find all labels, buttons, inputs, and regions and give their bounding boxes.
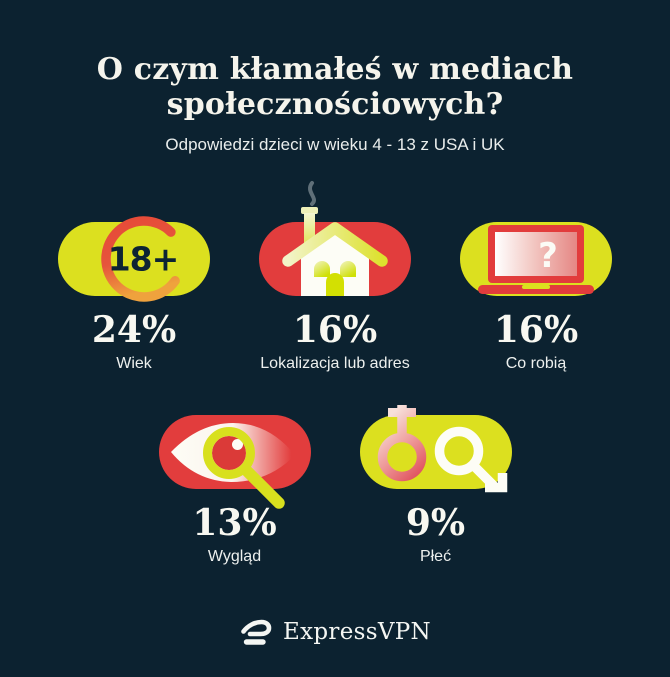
stat-label: Lokalizacja lub adres <box>260 355 410 373</box>
logo-top-stroke <box>241 619 272 637</box>
stat-icon-wrap <box>158 414 311 509</box>
age-ring <box>101 216 180 302</box>
house-roof <box>282 222 388 267</box>
stat-card-gender: 9% Płeć <box>335 404 536 566</box>
stat-icon-wrap <box>259 181 411 297</box>
house-icon <box>259 181 411 297</box>
stat-card-appearance: 13% Wygląd <box>134 414 335 566</box>
expressvpn-logo-icon <box>241 619 272 645</box>
page-title-line1: O czym kłamałeś w mediach <box>96 52 574 87</box>
magnifier-handle <box>240 464 285 509</box>
brand-wordmark: ExpressVPN <box>283 619 431 646</box>
chimney-smoke <box>308 181 316 207</box>
question-mark-text: ? <box>538 236 558 276</box>
footer-brand: ExpressVPN <box>0 618 670 647</box>
stat-icon-wrap: 18+ <box>58 216 210 302</box>
laptop-question-icon: ? <box>460 222 612 297</box>
gender-symbols-icon <box>359 404 512 492</box>
stat-percent: 9% <box>405 501 466 544</box>
stat-percent: 13% <box>192 501 277 544</box>
female-symbol-circle <box>377 432 426 481</box>
window-right <box>340 261 356 278</box>
male-symbol-arrowhead <box>484 472 507 492</box>
male-symbol-circle <box>434 426 483 475</box>
stat-label: Co robią <box>505 355 567 373</box>
stat-icon-wrap: ? <box>460 222 612 297</box>
chimney-cap <box>301 207 318 215</box>
badge-18-plus-text: 18+ <box>108 240 179 279</box>
house-door <box>326 273 344 297</box>
stat-label: Wiek <box>116 355 152 373</box>
magnifier-lens-ring <box>202 426 255 479</box>
stat-label: Wygląd <box>207 547 262 565</box>
stats-row-2: 13% Wygląd 9% <box>0 404 670 566</box>
chimney <box>304 213 315 244</box>
page-title: O czym kłamałeś w mediach społecznościow… <box>0 52 670 122</box>
stat-label: Płeć <box>419 547 452 565</box>
window-left <box>314 261 330 278</box>
stat-percent: 16% <box>493 309 579 352</box>
stat-percent: 24% <box>91 309 177 352</box>
page-title-line2: społecznościowych? <box>166 87 504 123</box>
laptop-base-notch <box>522 285 550 290</box>
eye-highlight <box>231 438 243 450</box>
eye-magnifier-icon <box>158 414 311 509</box>
male-symbol-arrow-shaft <box>468 460 497 489</box>
stat-card-location: 16% Lokalizacja lub adres <box>235 181 436 373</box>
laptop-screen <box>495 232 577 277</box>
stat-percent: 16% <box>292 309 378 352</box>
stats-row-1: 18+ 24% Wiek <box>0 181 670 373</box>
header: O czym kłamałeś w mediach społecznościow… <box>0 0 670 155</box>
stat-icon-wrap <box>359 404 512 492</box>
age-18-plus-icon: 18+ <box>58 216 210 302</box>
stat-card-activity: ? 16% Co robią <box>436 222 637 373</box>
laptop-base <box>478 285 594 295</box>
page-subtitle: Odpowiedzi dzieci w wieku 4 - 13 z USA i… <box>165 135 505 155</box>
stat-card-age: 18+ 24% Wiek <box>34 216 235 373</box>
